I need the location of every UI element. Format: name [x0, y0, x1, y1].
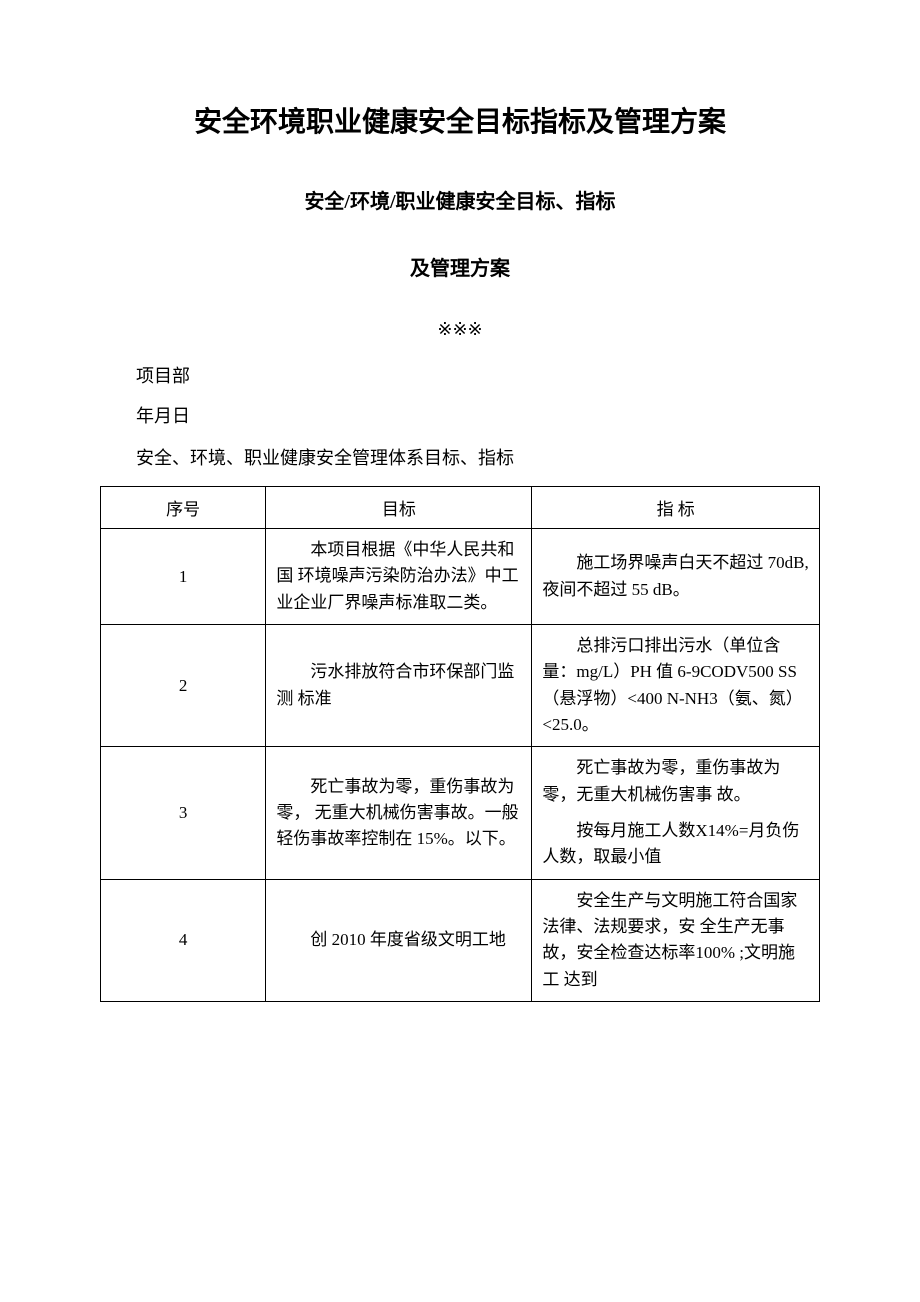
decorative-symbols: ※※※: [100, 319, 820, 340]
table-caption: 安全、环境、职业健康安全管理体系目标、指标: [100, 444, 820, 470]
body-line-1: 项目部: [100, 362, 820, 388]
table-header-row: 序号 目标 指 标: [101, 487, 820, 529]
cell-target: 创 2010 年度省级文明工地: [266, 879, 532, 1001]
cell-indicator: 施工场界噪声白天不超过 70dB,夜间不超过 55 dB。: [532, 529, 820, 625]
cell-content: 污水排放符合市环保部门监测 标准: [276, 659, 521, 712]
cell-content: 施工场界噪声白天不超过 70dB,夜间不超过 55 dB。: [542, 550, 809, 603]
table-row: 4 创 2010 年度省级文明工地 安全生产与文明施工符合国家法律、法规要求，安…: [101, 879, 820, 1001]
cell-index: 1: [101, 529, 266, 625]
cell-index: 3: [101, 747, 266, 879]
cell-index: 4: [101, 879, 266, 1001]
cell-content: 安全生产与文明施工符合国家法律、法规要求，安 全生产无事故，安全检查达标率100…: [542, 888, 809, 993]
cell-target: 死亡事故为零，重伤事故为零， 无重大机械伤害事故。一般轻伤事故率控制在 15%。…: [266, 747, 532, 879]
table-row: 2 污水排放符合市环保部门监测 标准 总排污口排出污水（单位含量：mg/L）PH…: [101, 625, 820, 747]
cell-content: 创 2010 年度省级文明工地: [276, 927, 521, 953]
table-row: 3 死亡事故为零，重伤事故为零， 无重大机械伤害事故。一般轻伤事故率控制在 15…: [101, 747, 820, 879]
cell-target: 本项目根据《中华人民共和国 环境噪声污染防治办法》中工 业企业厂界噪声标准取二类…: [266, 529, 532, 625]
body-line-2: 年月日: [100, 402, 820, 428]
cell-target: 污水排放符合市环保部门监测 标准: [266, 625, 532, 747]
cell-content: 本项目根据《中华人民共和国 环境噪声污染防治办法》中工 业企业厂界噪声标准取二类…: [276, 537, 521, 616]
cell-content-p1: 死亡事故为零，重伤事故为零，无重大机械伤害事 故。: [542, 755, 809, 808]
sub-title-2: 及管理方案: [100, 252, 820, 281]
header-target: 目标: [266, 487, 532, 529]
cell-content: 总排污口排出污水（单位含量：mg/L）PH 值 6-9CODV500 SS（悬浮…: [542, 633, 809, 738]
sub-title-1: 安全/环境/职业健康安全目标、指标: [100, 185, 820, 214]
cell-indicator: 死亡事故为零，重伤事故为零，无重大机械伤害事 故。 按每月施工人数X14%=月负…: [532, 747, 820, 879]
cell-index: 2: [101, 625, 266, 747]
table-row: 1 本项目根据《中华人民共和国 环境噪声污染防治办法》中工 业企业厂界噪声标准取…: [101, 529, 820, 625]
main-title: 安全环境职业健康安全目标指标及管理方案: [100, 100, 820, 140]
targets-table: 序号 目标 指 标 1 本项目根据《中华人民共和国 环境噪声污染防治办法》中工 …: [100, 486, 820, 1002]
cell-indicator: 总排污口排出污水（单位含量：mg/L）PH 值 6-9CODV500 SS（悬浮…: [532, 625, 820, 747]
cell-content-p2: 按每月施工人数X14%=月负伤人数，取最小值: [542, 818, 809, 871]
header-index: 序号: [101, 487, 266, 529]
cell-indicator: 安全生产与文明施工符合国家法律、法规要求，安 全生产无事故，安全检查达标率100…: [532, 879, 820, 1001]
header-indicator: 指 标: [532, 487, 820, 529]
cell-content: 死亡事故为零，重伤事故为零， 无重大机械伤害事故。一般轻伤事故率控制在 15%。…: [276, 774, 521, 853]
